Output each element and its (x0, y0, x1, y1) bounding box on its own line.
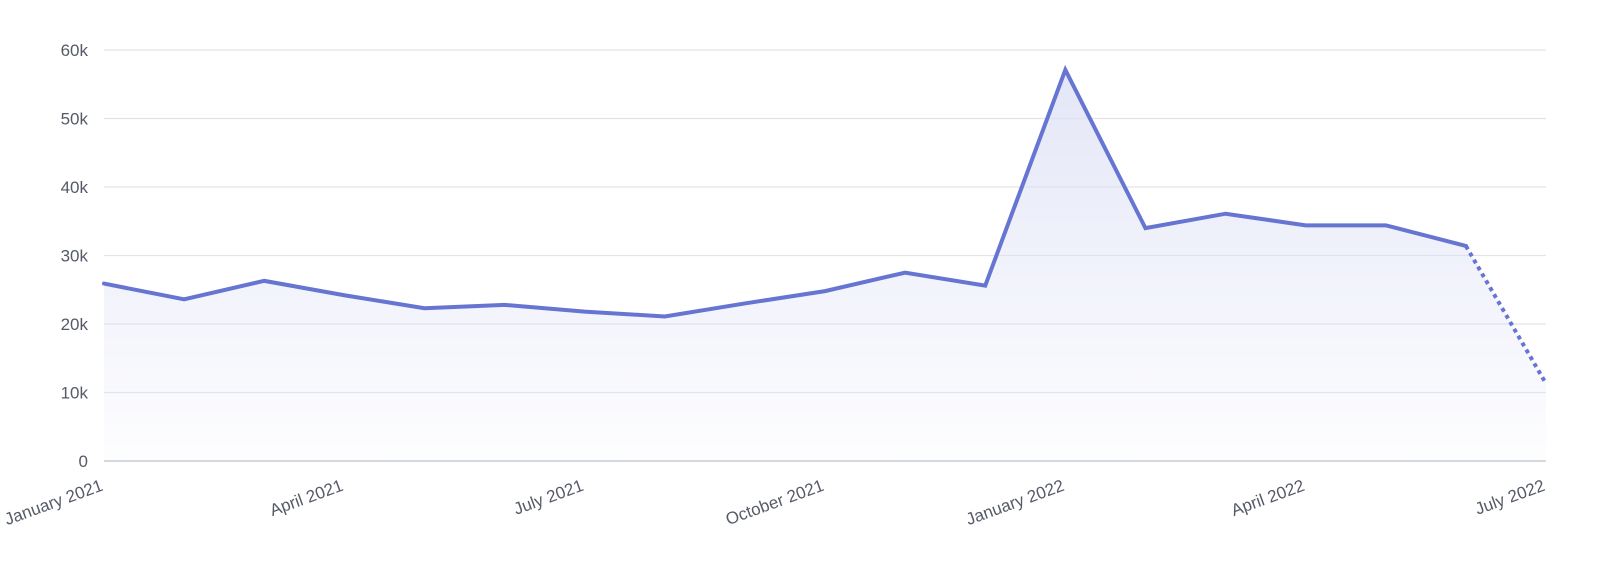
x-tick-label: October 2021 (723, 476, 826, 529)
data-point[interactable] (979, 280, 991, 292)
data-point[interactable] (819, 285, 831, 297)
data-point[interactable] (1380, 219, 1392, 231)
y-tick-label: 20k (61, 315, 89, 334)
data-point[interactable] (1139, 222, 1151, 234)
data-point[interactable] (1460, 240, 1472, 252)
series-line (102, 64, 1468, 319)
data-point[interactable] (1300, 219, 1312, 231)
series-line-dashed (1464, 244, 1548, 385)
data-point[interactable] (258, 275, 270, 287)
y-tick-label: 60k (61, 41, 89, 60)
y-axis: 0 10k 20k 30k 40k 50k 60k (61, 41, 89, 471)
area-layer (104, 69, 1546, 462)
y-tick-label: 50k (61, 110, 89, 129)
x-tick-label: April 2022 (1229, 476, 1307, 520)
data-point[interactable] (98, 278, 110, 290)
x-tick-label: January 2022 (963, 476, 1066, 529)
data-point[interactable] (1220, 208, 1232, 220)
x-tick-label: July 2021 (511, 476, 586, 519)
data-point[interactable] (418, 302, 430, 314)
data-point[interactable] (1059, 64, 1071, 76)
data-point[interactable] (338, 289, 350, 301)
data-point[interactable] (739, 297, 751, 309)
x-tick-label: January 2021 (2, 476, 105, 529)
y-tick-label: 30k (61, 247, 89, 266)
x-tick-label: April 2021 (267, 476, 345, 520)
y-tick-label: 10k (61, 384, 89, 403)
data-point[interactable] (899, 267, 911, 279)
x-tick-label: July 2022 (1472, 476, 1547, 519)
y-tick-label: 0 (79, 452, 88, 471)
series-area (104, 69, 1546, 462)
data-point[interactable] (178, 293, 190, 305)
line-layer (98, 64, 1552, 390)
data-point[interactable] (1540, 378, 1552, 390)
data-point[interactable] (579, 306, 591, 318)
y-tick-label: 40k (61, 178, 89, 197)
data-point[interactable] (499, 299, 511, 311)
x-axis: January 2021 April 2021 July 2021 October 2… (2, 476, 1547, 529)
data-point[interactable] (659, 310, 671, 322)
